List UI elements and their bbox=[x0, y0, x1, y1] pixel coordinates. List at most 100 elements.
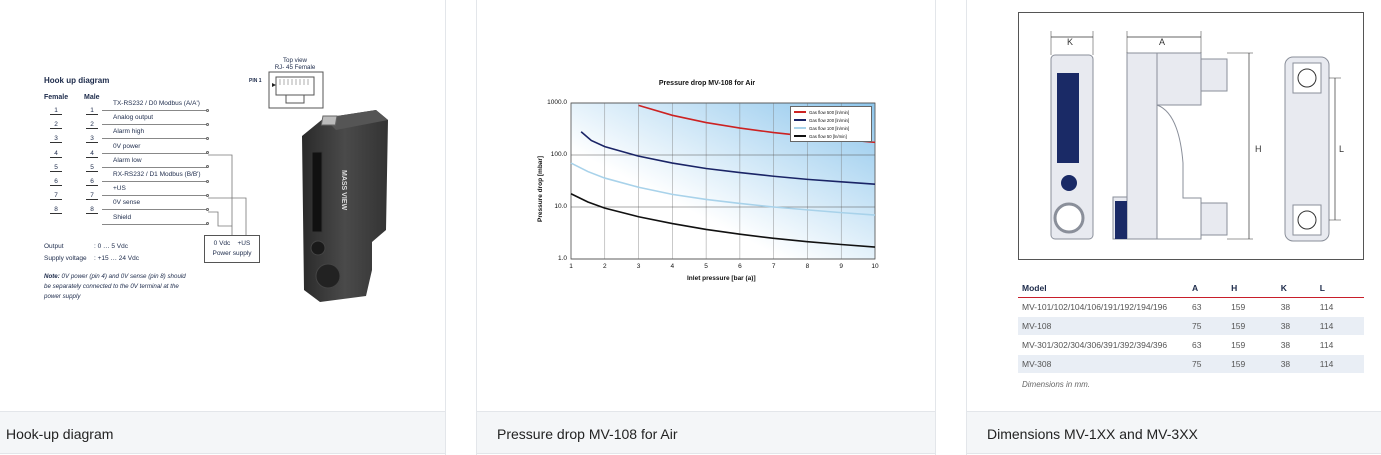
x-tick-label: 1 bbox=[569, 263, 573, 270]
male-pin: 6 bbox=[86, 178, 98, 186]
dimensions-card[interactable]: K A H L Model A H K L MV-101/102/104/106… bbox=[966, 0, 1381, 455]
y-tick-label: 1.0 bbox=[557, 255, 567, 262]
signal-label: 0V sense bbox=[113, 199, 141, 207]
dim-k-label: K bbox=[1067, 37, 1074, 47]
terminal-dot bbox=[206, 165, 209, 169]
table-cell: 114 bbox=[1315, 335, 1364, 355]
x-axis-label: Inlet pressure [bar (a)] bbox=[687, 275, 756, 282]
x-tick-label: 2 bbox=[602, 263, 607, 270]
female-pin: 1 bbox=[50, 107, 62, 115]
table-row: MV-301/302/304/306/391/392/394/396 63 159 3… bbox=[1018, 335, 1364, 355]
hookup-title: Hook up diagram bbox=[44, 76, 110, 85]
x-tick-label: 10 bbox=[871, 263, 879, 270]
series-line-2 bbox=[580, 131, 876, 185]
dimensions-image: K A H L Model A H K L MV-101/102/104/106… bbox=[967, 0, 1381, 411]
terminal-dot bbox=[206, 193, 209, 197]
legend-item: Gas flow 100 [ln/min] bbox=[794, 124, 868, 132]
male-pin: 1 bbox=[86, 107, 98, 115]
massview-device-image: MASS VIEW bbox=[302, 110, 388, 302]
signal-label: Alarm low bbox=[113, 156, 142, 164]
hookup-diagram-image: Hook up diagram Female Male 1 2 3 4 5 6 7 8 1 2 3 4… bbox=[0, 0, 445, 411]
table-cell: MV-308 bbox=[1018, 354, 1188, 374]
header-a: A bbox=[1188, 280, 1228, 298]
pressure-drop-card[interactable]: Pressure drop MV-108 for Air 1000.0 100.0… bbox=[476, 0, 936, 455]
hookup-note: Note: 0V power (pin 4) and 0V sense (pin… bbox=[44, 272, 194, 302]
legend-swatch bbox=[794, 135, 806, 137]
table-cell: 114 bbox=[1315, 354, 1364, 374]
legend-swatch bbox=[794, 111, 806, 113]
y-tick-label: 100.0 bbox=[550, 151, 567, 158]
signal-line bbox=[102, 223, 208, 225]
chart-title: Pressure drop MV-108 for Air bbox=[658, 80, 756, 87]
table-cell: 114 bbox=[1315, 297, 1364, 317]
x-tick-label: 5 bbox=[704, 263, 708, 270]
chart-legend: Gas flow 500 [ln/min] Gas flow 200 [ln/mi… bbox=[790, 106, 872, 142]
male-pin: 8 bbox=[86, 206, 98, 215]
signal-label: Analog output bbox=[113, 114, 154, 122]
note-bold: Note: bbox=[44, 273, 60, 280]
hookup-card[interactable]: Hook up diagram Female Male 1 2 3 4 5 6 7 8 1 2 3 4… bbox=[0, 0, 446, 455]
female-pin: 3 bbox=[50, 135, 62, 144]
header-l: L bbox=[1315, 280, 1364, 298]
male-header: Male bbox=[84, 94, 100, 101]
terminal-dot bbox=[206, 222, 209, 226]
y-tick-label: 10.0 bbox=[554, 203, 567, 210]
table-header-row: Model A H K L bbox=[1018, 280, 1364, 298]
header-model: Model bbox=[1018, 280, 1188, 298]
table-cell: 75 bbox=[1188, 354, 1228, 374]
dimensions-caption[interactable]: Dimensions MV-1XX and MV-3XX bbox=[967, 411, 1381, 454]
table-row: MV-308 75 159 38 114 bbox=[1018, 354, 1364, 374]
x-tick-label: 9 bbox=[839, 263, 844, 270]
x-tick-label: 7 bbox=[771, 263, 776, 270]
signal-label: Alarm high bbox=[113, 128, 145, 136]
y-tick-label: 1000.0 bbox=[547, 99, 567, 106]
dim-l-label: L bbox=[1339, 144, 1345, 154]
table-cell: 63 bbox=[1188, 297, 1228, 317]
table-cell: 38 bbox=[1276, 297, 1316, 317]
signal-label: +US bbox=[113, 185, 126, 193]
signal-line bbox=[102, 209, 208, 211]
ps-label: Power supply bbox=[212, 250, 252, 257]
legend-label: Gas flow 100 [ln/min] bbox=[809, 125, 850, 131]
wiring-lines bbox=[208, 154, 247, 235]
male-pin: 5 bbox=[86, 164, 98, 172]
signal-line bbox=[102, 152, 208, 154]
series-line-0 bbox=[570, 193, 876, 248]
x-tick-label: 4 bbox=[670, 263, 675, 270]
signal-line bbox=[102, 124, 208, 126]
dimensions-table: Model A H K L MV-101/102/104/106/191/192… bbox=[1018, 280, 1364, 374]
x-tick-label: 6 bbox=[738, 263, 742, 270]
dimensions-note: Dimensions in mm. bbox=[1022, 380, 1091, 389]
dim-h-label: H bbox=[1255, 144, 1262, 154]
legend-swatch bbox=[794, 119, 806, 121]
female-pin: 4 bbox=[50, 150, 62, 158]
legend-label: Gas flow 50 [ln/min] bbox=[809, 133, 847, 139]
pressure-drop-caption[interactable]: Pressure drop MV-108 for Air bbox=[477, 411, 935, 454]
output-label: Output bbox=[44, 243, 64, 250]
table-cell: 38 bbox=[1276, 316, 1316, 336]
series-line-1 bbox=[570, 162, 876, 216]
signal-line bbox=[102, 166, 208, 168]
rj45-connector-icon bbox=[268, 71, 324, 109]
terminal-dot bbox=[206, 136, 209, 140]
female-header: Female bbox=[44, 94, 69, 101]
terminal-dot bbox=[206, 151, 209, 155]
x-tick-label: 8 bbox=[805, 263, 810, 270]
device-name-label: MASS VIEW bbox=[340, 170, 347, 210]
supply-label: Supply voltage bbox=[44, 255, 87, 262]
female-pin: 8 bbox=[50, 206, 62, 215]
legend-swatch bbox=[794, 127, 806, 129]
legend-item: Gas flow 500 [ln/min] bbox=[794, 108, 868, 116]
signal-label: RX-RS232 / D1 Modbus (B/B') bbox=[113, 171, 201, 178]
legend-item: Gas flow 200 [ln/min] bbox=[794, 116, 868, 124]
table-cell: 159 bbox=[1227, 354, 1277, 374]
male-pin: 7 bbox=[86, 192, 98, 201]
table-cell: 159 bbox=[1227, 316, 1277, 336]
pin1-label: PIN 1 bbox=[249, 78, 262, 84]
header-h: H bbox=[1227, 280, 1277, 298]
note-text: 0V power (pin 4) and 0V sense (pin 8) sh… bbox=[44, 273, 186, 300]
supply-value: : +15 … 24 Vdc bbox=[94, 255, 139, 262]
power-supply-box: 0 Vdc +US Power supply bbox=[204, 235, 260, 263]
female-pin: 7 bbox=[50, 192, 62, 201]
hookup-caption[interactable]: Hook-up diagram bbox=[0, 411, 445, 454]
